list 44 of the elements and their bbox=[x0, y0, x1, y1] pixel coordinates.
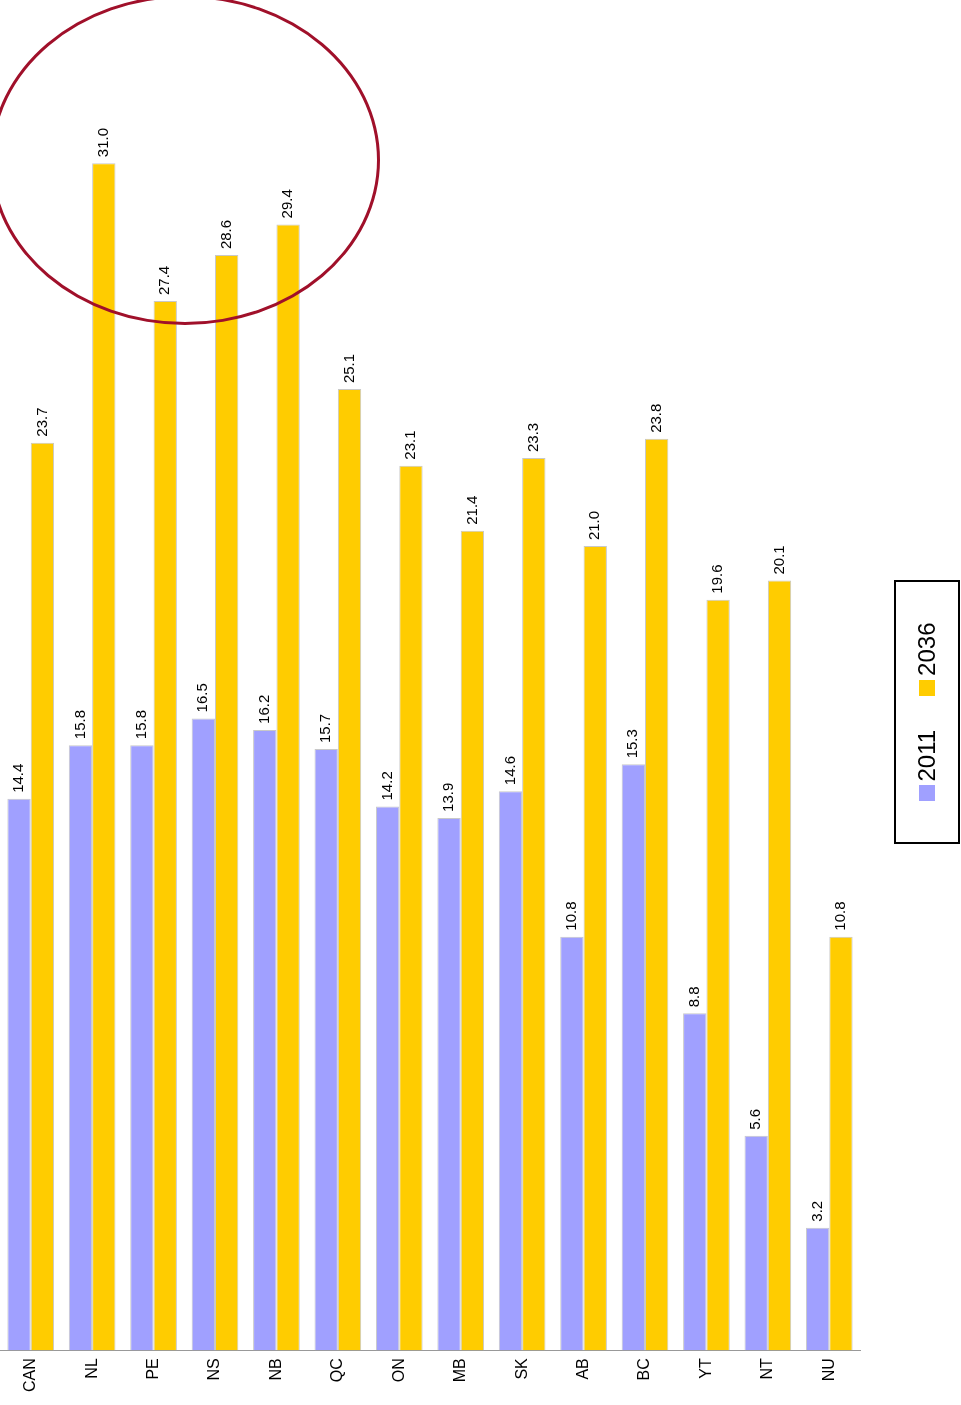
data-label: 21.4 bbox=[462, 495, 480, 525]
x-tick-label: AB bbox=[573, 1358, 591, 1380]
data-label: 5.6 bbox=[746, 1108, 764, 1130]
data-label: 14.4 bbox=[9, 763, 27, 793]
x-tick-label: NU bbox=[819, 1358, 837, 1382]
x-tick-label: ON bbox=[389, 1358, 407, 1383]
x-tick-label: CAN bbox=[21, 1358, 39, 1392]
data-label: 23.1 bbox=[401, 430, 419, 460]
data-label: 3.2 bbox=[807, 1200, 825, 1222]
data-label: 10.8 bbox=[831, 901, 849, 931]
data-label: 16.5 bbox=[193, 683, 211, 713]
data-label: 15.3 bbox=[623, 729, 641, 759]
x-tick-label: NB bbox=[266, 1358, 284, 1381]
x-tick-label: QC bbox=[328, 1358, 346, 1383]
data-label: 23.3 bbox=[523, 422, 541, 453]
data-label: 14.6 bbox=[500, 755, 518, 786]
x-tick-label: NL bbox=[82, 1358, 100, 1379]
x-tick-label: NT bbox=[758, 1357, 776, 1380]
x-tick-label: YT bbox=[696, 1358, 714, 1379]
data-label: 15.8 bbox=[132, 710, 150, 740]
data-label: 27.4 bbox=[155, 265, 173, 296]
data-label: 25.1 bbox=[339, 353, 357, 384]
data-label: 16.2 bbox=[254, 694, 272, 724]
data-label: 23.7 bbox=[32, 407, 50, 437]
data-label: 28.6 bbox=[216, 219, 234, 250]
data-label: 15.8 bbox=[70, 710, 88, 740]
data-label: 14.2 bbox=[377, 771, 395, 801]
text: 2036 bbox=[913, 622, 941, 676]
data-label: 15.7 bbox=[316, 713, 334, 744]
x-tick-label: PE bbox=[143, 1358, 161, 1380]
x-tick-label: NS bbox=[205, 1358, 223, 1381]
x-tick-label: SK bbox=[512, 1357, 530, 1380]
data-label: 10.8 bbox=[562, 901, 580, 931]
data-label: 8.8 bbox=[684, 986, 702, 1008]
data-label: 20.1 bbox=[769, 545, 787, 575]
x-tick-label: BC bbox=[635, 1358, 653, 1381]
data-label: 29.4 bbox=[278, 189, 296, 219]
data-label: 13.9 bbox=[439, 782, 457, 812]
data-label: 23.8 bbox=[646, 403, 664, 433]
data-label: 31.0 bbox=[93, 127, 111, 158]
x-tick-label: MB bbox=[451, 1358, 469, 1383]
data-label: 19.6 bbox=[708, 564, 726, 594]
data-label: 21.0 bbox=[585, 510, 603, 541]
text: 2011 bbox=[913, 729, 941, 782]
